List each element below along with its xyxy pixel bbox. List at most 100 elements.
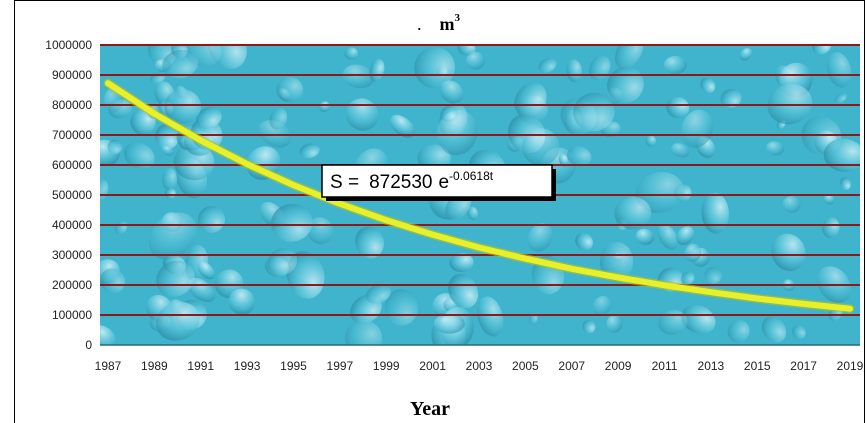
water-drop: [269, 108, 288, 130]
water-drop: [566, 59, 582, 83]
water-drop: [258, 120, 292, 148]
water-drop: [390, 114, 415, 138]
water-drop: [701, 192, 730, 234]
series-point: [430, 232, 435, 237]
water-drop: [635, 228, 655, 245]
y-tick-label: 600000: [52, 158, 92, 172]
water-drop: [440, 80, 464, 104]
x-tick-label: 1999: [373, 359, 400, 373]
water-drop: [575, 232, 593, 251]
water-drop: [164, 89, 202, 124]
water-drop: [823, 194, 835, 205]
water-drop: [319, 101, 330, 112]
water-drop: [164, 187, 176, 199]
water-drop: [123, 142, 155, 170]
y-tick-label: 0: [85, 338, 92, 352]
x-tick-label: 2001: [419, 359, 446, 373]
water-drop: [197, 205, 226, 233]
x-tick-label: 2009: [605, 359, 632, 373]
y-axis-ticks: 0 100000 200000 300000 400000 500000 600000 700…: [45, 38, 92, 352]
series-point: [152, 111, 157, 116]
water-drop: [187, 277, 216, 303]
x-tick-label: 2011: [652, 359, 678, 373]
x-tick-label: 1995: [280, 359, 307, 373]
water-drop: [664, 55, 687, 75]
series-point: [523, 256, 528, 261]
water-drop: [771, 233, 806, 271]
x-axis-label: Year: [410, 398, 450, 420]
water-drop: [704, 266, 722, 284]
water-drop: [457, 45, 476, 56]
water-drop: [834, 92, 847, 104]
chart-frame: [14, 0, 865, 423]
water-drop: [607, 66, 644, 104]
water-drop: [440, 106, 458, 122]
water-drop: [727, 319, 750, 343]
water-drop: [228, 288, 256, 315]
water-drop: [792, 325, 806, 340]
water-drop: [657, 224, 679, 250]
water-drop: [161, 145, 174, 156]
water-drop: [582, 320, 596, 334]
equation-box-bg: [321, 164, 553, 198]
series-point: [801, 301, 806, 306]
water-drop: [345, 320, 383, 345]
title-prefix: .: [417, 14, 422, 34]
chart-title: . m3: [417, 12, 461, 35]
water-drop: [276, 76, 304, 103]
x-tick-label: 2017: [790, 359, 817, 373]
water-drop: [558, 154, 569, 167]
y-tick-label: 1000000: [45, 38, 92, 52]
x-tick-label: 1991: [187, 359, 214, 373]
x-tick-label: 2007: [558, 359, 585, 373]
water-drop: [822, 217, 840, 239]
water-drop: [823, 138, 860, 172]
y-tick-label: 200000: [52, 278, 92, 292]
water-drop: [681, 109, 714, 148]
water-drop: [782, 195, 801, 213]
water-drop: [538, 58, 557, 73]
series-point: [477, 245, 481, 250]
water-drop: [355, 226, 384, 259]
y-tick-label: 500000: [52, 188, 92, 202]
water-drop: [670, 143, 690, 158]
x-tick-label: 1993: [234, 359, 261, 373]
water-drop: [414, 47, 455, 89]
x-tick-label: 1989: [141, 359, 168, 373]
water-drop: [635, 172, 685, 214]
water-drop: [384, 289, 419, 326]
water-drop: [100, 268, 126, 294]
water-drop: [196, 107, 222, 129]
water-drop: [162, 168, 178, 191]
water-drop: [521, 128, 560, 166]
water-drop: [467, 206, 479, 220]
series-point: [708, 290, 713, 295]
water-drop: [107, 139, 123, 155]
water-drop: [100, 325, 117, 345]
water-drop: [826, 52, 852, 88]
x-tick-label: 2013: [698, 359, 725, 373]
y-tick-label: 300000: [52, 248, 92, 262]
x-tick-label: 2015: [744, 359, 771, 373]
equation-exponent: -0.0618t: [449, 169, 494, 183]
water-drop: [684, 243, 702, 262]
water-drop: [606, 314, 623, 333]
water-drop: [614, 196, 652, 230]
water-drop: [197, 261, 215, 280]
water-drop: [567, 146, 592, 167]
water-drop: [658, 310, 688, 335]
water-drop: [156, 260, 195, 297]
water-drop: [614, 45, 644, 70]
water-drop: [681, 304, 716, 334]
y-tick-label: 800000: [52, 98, 92, 112]
series-point: [291, 183, 296, 188]
water-drop: [573, 92, 615, 132]
title-unit-exponent: 3: [454, 12, 461, 24]
x-tick-label: 1987: [95, 359, 122, 373]
series-point: [384, 218, 389, 223]
water-drop: [761, 316, 787, 343]
water-drop: [466, 51, 485, 70]
x-tick-label: 1997: [327, 359, 354, 373]
y-tick-label: 900000: [52, 68, 92, 82]
series-point: [198, 138, 203, 143]
